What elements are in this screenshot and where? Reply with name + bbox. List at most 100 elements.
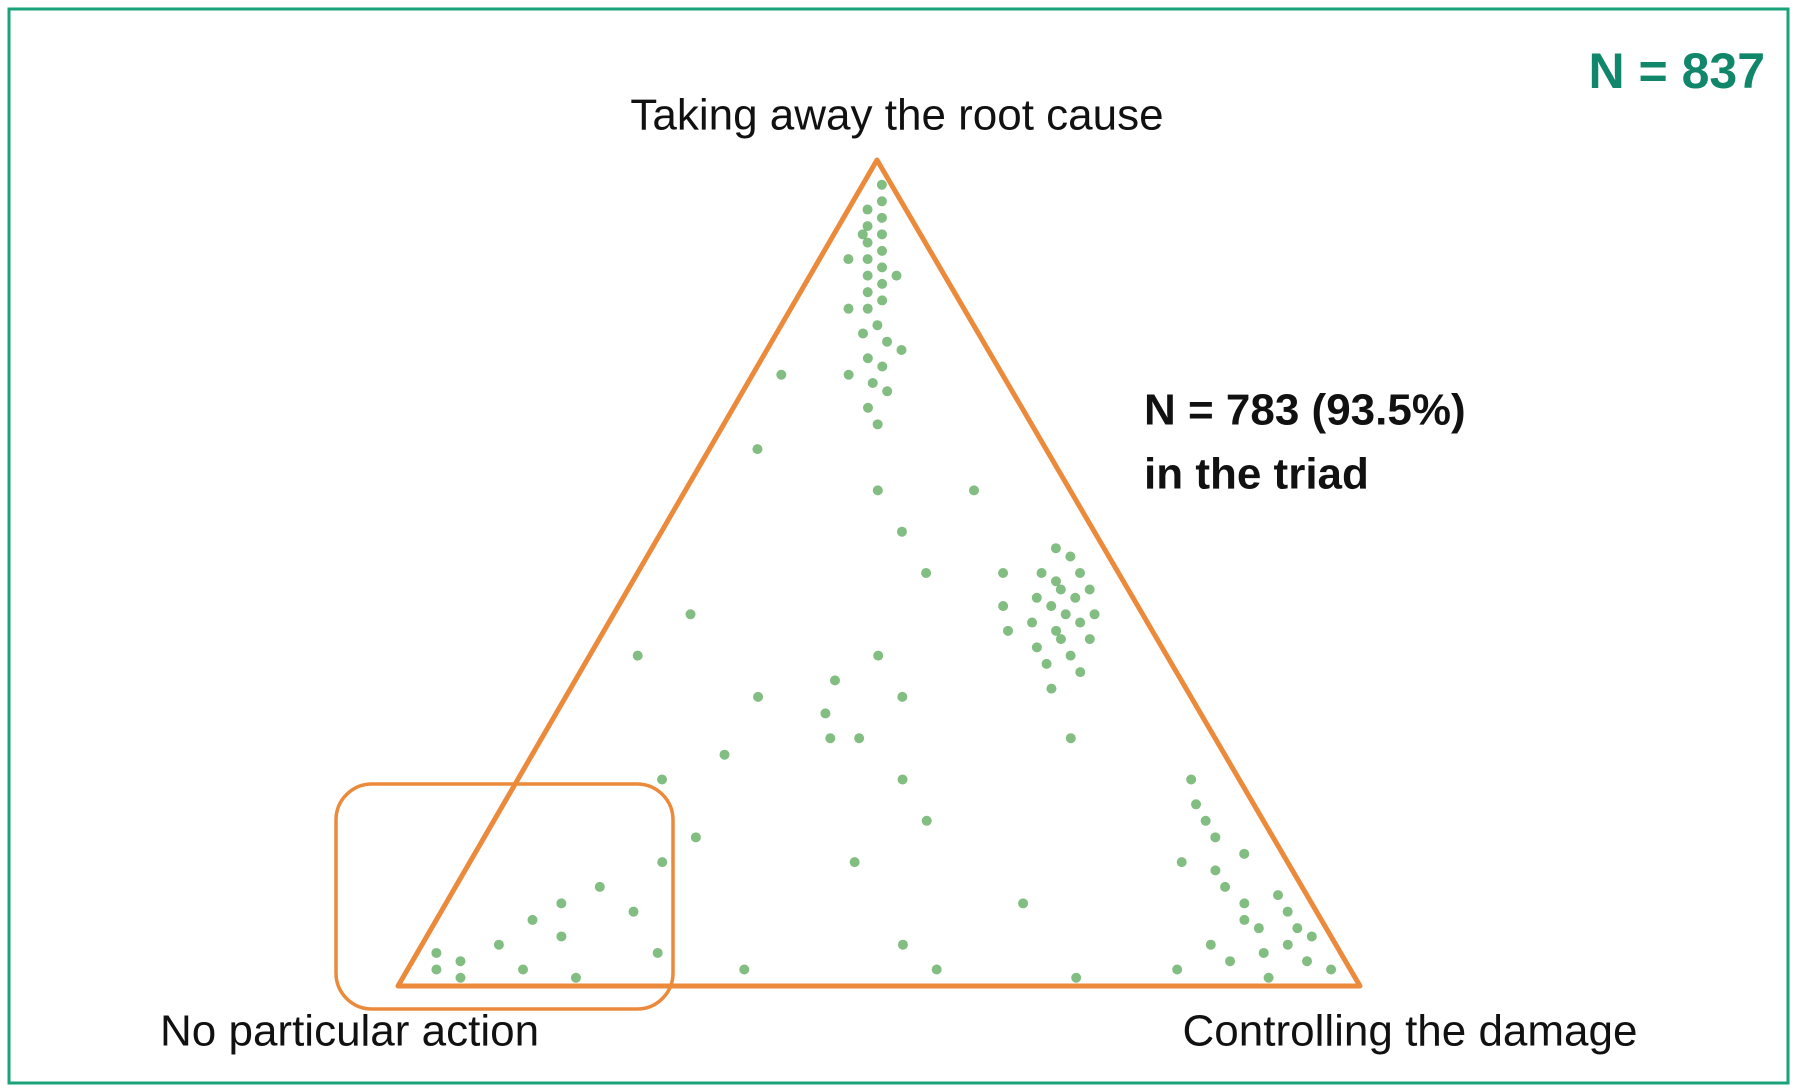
point: [876, 212, 887, 223]
point: [1176, 857, 1187, 868]
point: [570, 972, 581, 983]
point: [829, 675, 840, 686]
point: [873, 650, 884, 661]
point: [872, 320, 883, 331]
point: [556, 931, 567, 942]
point: [854, 733, 865, 744]
point: [877, 278, 888, 289]
point: [825, 733, 836, 744]
point: [1075, 568, 1086, 578]
point: [632, 650, 643, 661]
point: [876, 196, 887, 207]
point: [1031, 642, 1042, 653]
point: [896, 344, 907, 355]
point: [518, 964, 529, 975]
point: [1292, 923, 1303, 934]
point: [1239, 848, 1250, 859]
point: [882, 386, 893, 397]
point: [998, 601, 1009, 612]
point: [1065, 551, 1076, 562]
point: [1031, 592, 1042, 603]
point: [1084, 634, 1095, 645]
point: [843, 254, 854, 265]
point: [876, 179, 887, 190]
point: [719, 749, 730, 760]
point: [739, 964, 750, 975]
point: [1055, 634, 1066, 645]
point: [882, 336, 893, 347]
point: [877, 262, 888, 273]
point: [657, 774, 668, 785]
point: [921, 568, 932, 578]
point: [896, 526, 907, 537]
point: [862, 303, 873, 314]
point: [431, 947, 442, 958]
point: [1018, 898, 1029, 909]
point: [493, 939, 504, 950]
point: [1210, 832, 1221, 843]
point: [862, 270, 873, 281]
point: [752, 444, 763, 455]
point: [969, 485, 979, 496]
right-label: Controlling the damage: [1183, 1007, 1638, 1056]
point: [1306, 931, 1317, 942]
point: [1055, 584, 1066, 595]
point: [1046, 683, 1057, 694]
point: [527, 914, 538, 925]
point: [849, 857, 860, 868]
point: [455, 972, 466, 983]
point: [891, 270, 902, 281]
point: [1065, 650, 1076, 661]
left-label: No particular action: [160, 1007, 539, 1056]
point: [652, 947, 663, 958]
point: [857, 229, 868, 240]
point: [690, 832, 701, 843]
point: [1003, 625, 1014, 636]
point: [1084, 584, 1095, 595]
point: [857, 328, 868, 339]
frame: [7, 7, 1790, 1085]
point: [556, 898, 567, 909]
point: [1191, 799, 1202, 810]
point: [753, 691, 764, 702]
point: [877, 361, 888, 372]
point: [1075, 617, 1086, 628]
point: [931, 964, 942, 975]
point: [867, 378, 878, 389]
point: [1089, 609, 1100, 620]
point: [921, 815, 932, 826]
point: [862, 353, 873, 364]
point: [1302, 956, 1313, 967]
point: [1075, 667, 1086, 678]
point: [843, 303, 854, 314]
point: [1050, 543, 1061, 554]
points: [431, 179, 1337, 983]
point: [862, 237, 873, 248]
point: [877, 245, 888, 256]
point: [1326, 964, 1337, 975]
point: [685, 609, 696, 620]
inside-count: N = 783 (93.5%): [1144, 386, 1466, 435]
total-count: N = 837: [1588, 43, 1765, 99]
triad: [395, 157, 1363, 989]
point: [1210, 865, 1221, 876]
point: [1050, 576, 1061, 587]
point: [1046, 601, 1057, 612]
point: [876, 229, 887, 240]
point: [862, 254, 873, 265]
point: [1282, 939, 1293, 950]
point: [1070, 592, 1081, 603]
point: [872, 419, 883, 430]
point: [1071, 972, 1082, 983]
point: [1205, 939, 1216, 950]
point: [1051, 625, 1062, 636]
point: [776, 369, 787, 380]
point: [877, 295, 888, 306]
point: [1041, 658, 1052, 669]
point: [1273, 890, 1284, 901]
point: [862, 221, 873, 232]
point: [1239, 914, 1250, 925]
point: [431, 964, 442, 975]
point: [1065, 733, 1076, 744]
